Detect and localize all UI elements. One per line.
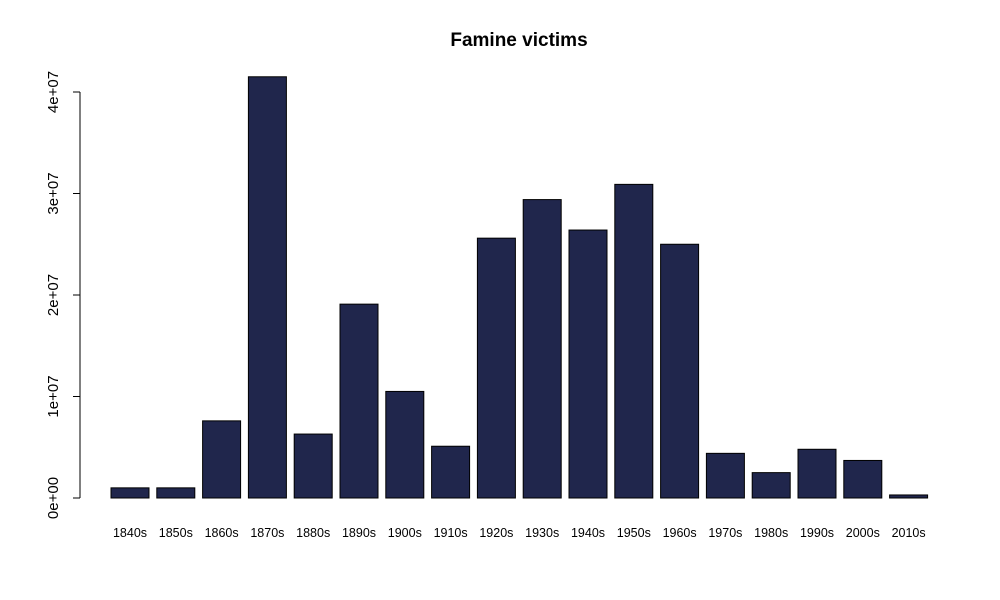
- bar-1940s: [568, 229, 608, 499]
- y-tick-label: 1e+07: [45, 375, 62, 417]
- bar-2010s: [889, 494, 929, 499]
- bar-1840s: [110, 487, 150, 499]
- x-category-label: 2010s: [892, 526, 926, 540]
- x-category-label: 1960s: [663, 526, 697, 540]
- x-category-label: 1840s: [113, 526, 147, 540]
- bar-1860s: [202, 420, 242, 499]
- bar-1980s: [751, 472, 791, 499]
- bar-1900s: [385, 390, 425, 499]
- chart-title: Famine victims: [450, 30, 587, 51]
- x-category-label: 1930s: [525, 526, 559, 540]
- bar-1970s: [705, 452, 745, 499]
- bar-1930s: [522, 199, 562, 499]
- x-category-label: 1950s: [617, 526, 651, 540]
- x-category-label: 1890s: [342, 526, 376, 540]
- x-category-label: 1920s: [479, 526, 513, 540]
- bar-1920s: [476, 237, 516, 499]
- y-axis: 0e+00 1e+07 2e+07 3e+07 4e+07: [45, 71, 81, 519]
- x-axis-labels: 1840s 1850s 1860s 1870s 1880s 1890s 1900s 1910s…: [113, 526, 926, 540]
- x-category-label: 1980s: [754, 526, 788, 540]
- bar-1950s: [614, 183, 654, 499]
- x-category-label: 1990s: [800, 526, 834, 540]
- bar-1890s: [339, 303, 379, 499]
- bar-1870s: [247, 76, 287, 499]
- x-category-label: 1940s: [571, 526, 605, 540]
- bar-1850s: [156, 487, 196, 499]
- bar-1910s: [431, 445, 471, 499]
- x-category-label: 1900s: [388, 526, 422, 540]
- x-category-label: 2000s: [846, 526, 880, 540]
- bar-1880s: [293, 433, 333, 499]
- bar-1960s: [660, 243, 700, 499]
- y-tick-label: 3e+07: [45, 172, 62, 214]
- x-category-label: 1860s: [205, 526, 239, 540]
- y-tick-label: 0e+00: [45, 477, 62, 519]
- y-tick-label: 2e+07: [45, 274, 62, 316]
- bar-2000s: [843, 459, 883, 499]
- bars: [110, 76, 929, 499]
- x-category-label: 1880s: [296, 526, 330, 540]
- x-category-label: 1870s: [250, 526, 284, 540]
- bar-1990s: [797, 448, 837, 499]
- x-category-label: 1910s: [434, 526, 468, 540]
- x-category-label: 1970s: [708, 526, 742, 540]
- x-category-label: 1850s: [159, 526, 193, 540]
- y-tick-label: 4e+07: [45, 71, 62, 113]
